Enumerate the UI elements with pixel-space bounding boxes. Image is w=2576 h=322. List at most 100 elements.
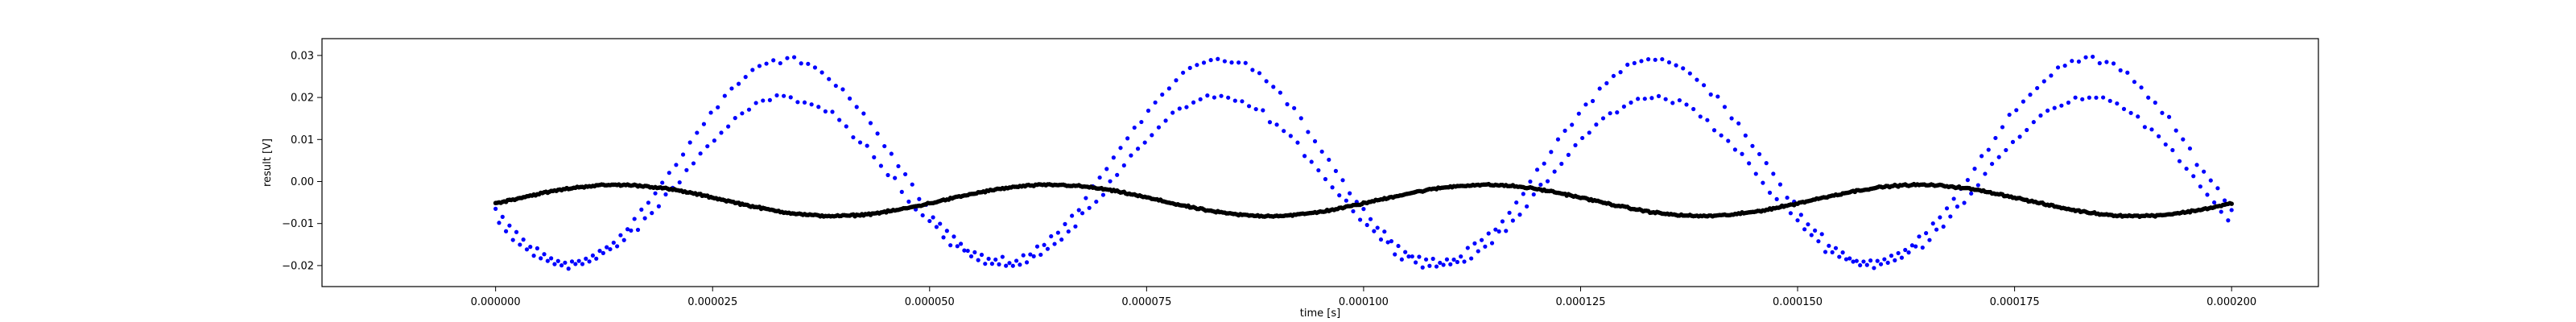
- blue-series-point: [1736, 121, 1741, 126]
- blue-series-point: [2226, 218, 2231, 223]
- blue-series-point: [2170, 147, 2175, 153]
- blue-series-point: [1139, 119, 1144, 125]
- blue-series-point: [1135, 147, 1141, 151]
- blue-series-point: [1830, 250, 1835, 254]
- blue-series-point: [1621, 104, 1626, 109]
- blue-series-point: [1913, 244, 1918, 249]
- blue-series-point: [1100, 192, 1106, 197]
- blue-series-point: [1493, 227, 1498, 232]
- blue-series-point: [639, 207, 644, 212]
- blue-series-point: [2055, 65, 2061, 70]
- black-series-point: [2229, 201, 2234, 206]
- blue-series-point: [1414, 260, 1418, 265]
- x-tick-label: 0.000200: [2207, 296, 2256, 308]
- blue-series-point: [757, 64, 762, 68]
- blue-series-point: [1975, 183, 1980, 188]
- blue-series-point: [514, 229, 519, 234]
- blue-series-point: [1972, 167, 1977, 171]
- x-tick-label: 0.000100: [1339, 296, 1389, 308]
- blue-series-point: [1389, 239, 1394, 244]
- blue-series-point: [1996, 155, 2001, 159]
- blue-series-point: [827, 76, 832, 81]
- blue-series-point: [2014, 108, 2019, 113]
- blue-series-point: [2007, 112, 2012, 118]
- blue-series-point: [1420, 265, 1425, 270]
- blue-series-point: [1121, 163, 1126, 168]
- blue-series-point: [809, 102, 814, 107]
- blue-series-point: [1285, 101, 1290, 107]
- blue-series-point: [605, 245, 609, 250]
- blue-series-point: [1618, 70, 1623, 75]
- blue-series-point: [1278, 90, 1282, 95]
- blue-series-point: [719, 130, 724, 135]
- blue-series-point: [611, 240, 616, 246]
- blue-series-point: [1549, 150, 1554, 155]
- blue-series-point: [906, 199, 911, 204]
- blue-series-point: [774, 93, 779, 98]
- blue-series-point: [1510, 218, 1515, 223]
- blue-series-point: [1802, 227, 1807, 232]
- blue-series-point: [1261, 108, 1265, 113]
- blue-series-point: [948, 243, 953, 248]
- blue-series-point: [785, 56, 790, 60]
- blue-series-point: [667, 171, 671, 175]
- blue-series-point: [559, 263, 564, 268]
- blue-series-point: [535, 246, 540, 251]
- blue-series-point: [2174, 128, 2178, 133]
- blue-series-point: [1819, 232, 1824, 237]
- blue-series-point: [1875, 258, 1880, 263]
- blue-series-point: [1201, 60, 1207, 65]
- blue-series-point: [1851, 259, 1856, 264]
- blue-series-point: [1489, 241, 1495, 246]
- blue-series-point: [1451, 257, 1456, 262]
- blue-series-point: [1191, 100, 1196, 105]
- blue-series-point: [847, 96, 852, 101]
- blue-series-point: [629, 228, 634, 233]
- blue-series-point: [687, 140, 692, 145]
- blue-series-point: [635, 227, 641, 233]
- blue-series-point: [1993, 135, 1998, 141]
- blue-series-point: [549, 256, 554, 261]
- blue-series-point: [1434, 264, 1439, 269]
- blue-series-point: [2066, 100, 2071, 105]
- blue-series-point: [1306, 130, 1311, 134]
- blue-series-point: [1469, 256, 1474, 261]
- blue-series-point: [840, 87, 845, 92]
- blue-series-point: [1764, 161, 1769, 166]
- blue-series-point: [771, 58, 776, 63]
- blue-series-point: [621, 237, 626, 242]
- blue-series-point: [1459, 254, 1463, 259]
- blue-series-point: [625, 227, 630, 232]
- blue-series-point: [1938, 215, 1942, 220]
- blue-series-point: [2004, 147, 2008, 153]
- blue-series-point: [2194, 163, 2199, 167]
- blue-series-point: [1070, 213, 1075, 218]
- blue-series-point: [1195, 63, 1199, 68]
- blue-series-point: [618, 233, 623, 237]
- blue-series-point: [2136, 114, 2140, 119]
- blue-series-point: [1063, 221, 1067, 226]
- blue-series-point: [1007, 261, 1012, 266]
- blue-series-point: [1576, 111, 1581, 116]
- blue-series-point: [524, 247, 530, 252]
- blue-series-point: [1327, 157, 1331, 163]
- blue-series-point: [1319, 149, 1324, 154]
- blue-series-point: [608, 246, 613, 252]
- blue-series-point: [938, 221, 943, 226]
- blue-series-point: [1559, 161, 1564, 167]
- blue-series-point: [861, 111, 866, 116]
- blue-series-point: [722, 93, 727, 98]
- blue-series-point: [1181, 70, 1186, 75]
- blue-series-point: [1868, 258, 1873, 263]
- blue-series-point: [656, 204, 661, 208]
- blue-series-point: [1205, 93, 1210, 98]
- blue-series-point: [2157, 134, 2161, 138]
- blue-series-point: [767, 97, 772, 102]
- blue-series-point: [2166, 114, 2172, 119]
- blue-series-point: [902, 171, 908, 177]
- blue-series-point: [833, 83, 838, 89]
- blue-series-point: [997, 262, 1001, 266]
- blue-series-point: [882, 143, 887, 149]
- blue-series-point: [1903, 247, 1908, 253]
- blue-series-point: [1864, 262, 1869, 267]
